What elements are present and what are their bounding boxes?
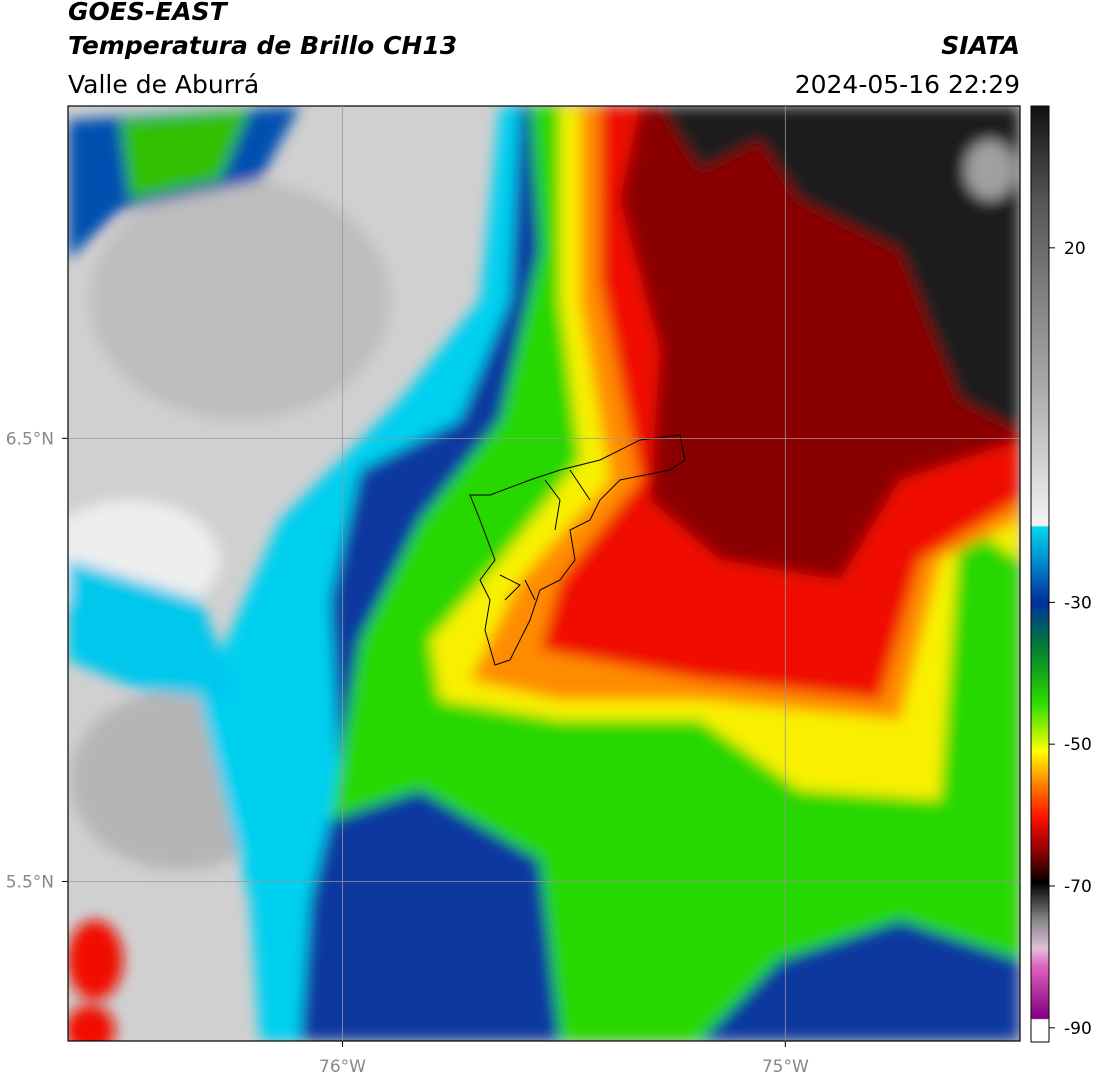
map-frame: [67, 105, 1021, 1042]
colorbar-tick-label: 20: [1064, 239, 1086, 259]
datetime: 2024-05-16 22:29: [795, 70, 1020, 99]
x-tick-label: 75°W: [762, 1057, 809, 1077]
colorbar-tick-label: -70: [1064, 877, 1092, 897]
source: SIATA: [941, 31, 1020, 60]
region: Valle de Aburrá: [68, 70, 259, 99]
colorbar: [1030, 105, 1050, 1043]
subtitle: Temperatura de Brillo CH13: [68, 31, 457, 60]
x-tick-label: 76°W: [319, 1057, 366, 1077]
y-tick-label: 5.5°N: [6, 872, 54, 892]
title: GOES-EAST: [68, 0, 229, 26]
satellite-image: [68, 106, 1020, 1041]
colorbar-tick-label: -90: [1064, 1019, 1092, 1039]
colorbar-tick-label: -30: [1064, 593, 1092, 613]
colorbar-tick-label: -50: [1064, 735, 1092, 755]
y-tick-label: 6.5°N: [6, 429, 54, 449]
